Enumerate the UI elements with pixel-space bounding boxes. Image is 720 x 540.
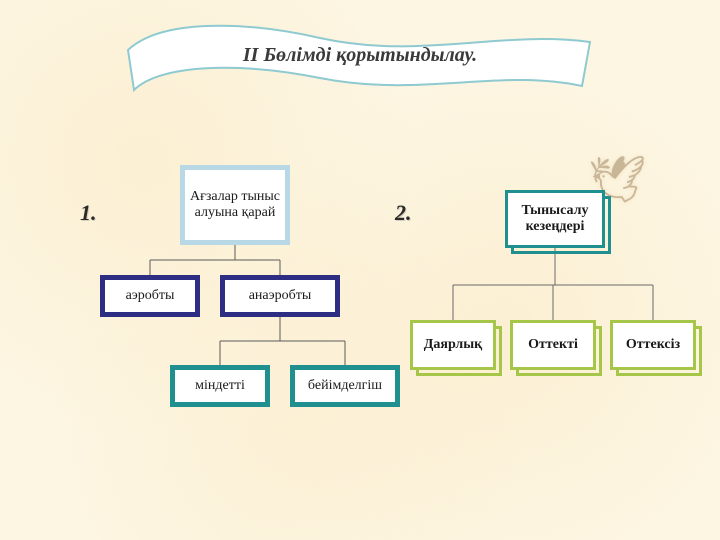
title-banner: ІІ Бөлімді қорытындылау. bbox=[120, 20, 600, 100]
tree-stages: Тынысалу кезеңдері Даярлық Оттекті Оттек… bbox=[410, 190, 700, 440]
node-root-organisms: Ағзалар тыныс алуына қарай bbox=[180, 165, 290, 245]
node-anaerobic-stage: Оттексіз bbox=[610, 320, 696, 370]
node-face: Тынысалу кезеңдері bbox=[505, 190, 605, 248]
node-obligate: міндетті bbox=[170, 365, 270, 407]
node-facultative: бейімделгіш bbox=[290, 365, 400, 407]
node-anaerobic: анаэробты bbox=[220, 275, 340, 317]
node-preparatory: Даярлық bbox=[410, 320, 496, 370]
node-aerobic: аэробты bbox=[100, 275, 200, 317]
node-face: Оттексіз bbox=[610, 320, 696, 370]
node-aerobic-stage: Оттекті bbox=[510, 320, 596, 370]
tree-organisms: Ағзалар тыныс алуына қарай аэробты анаэр… bbox=[100, 165, 400, 485]
node-face: Даярлық bbox=[410, 320, 496, 370]
page-title: ІІ Бөлімді қорытындылау. bbox=[120, 44, 600, 67]
node-root-stages: Тынысалу кезеңдері bbox=[505, 190, 605, 248]
node-face: Оттекті bbox=[510, 320, 596, 370]
section-number-1: 1. bbox=[80, 200, 97, 226]
tree2-lines bbox=[453, 248, 653, 320]
